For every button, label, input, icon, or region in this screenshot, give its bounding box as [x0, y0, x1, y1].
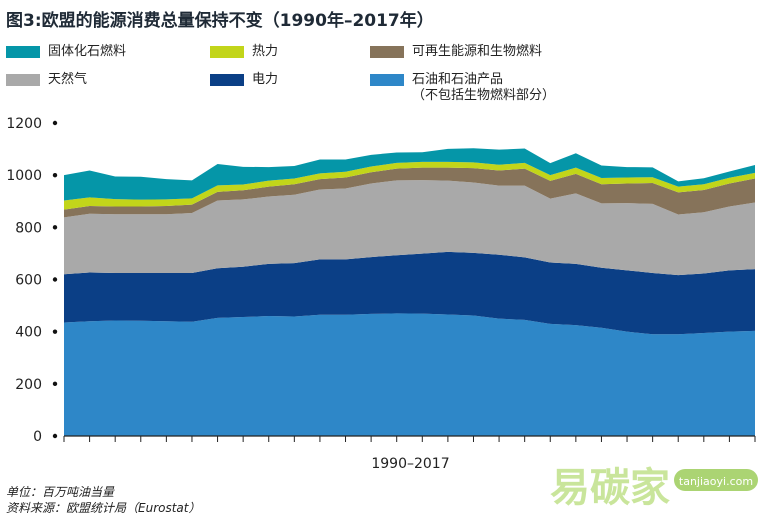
area-series-3 [64, 167, 755, 218]
legend-label: 电力 [252, 72, 279, 87]
y-tick-dot [52, 277, 58, 282]
legend-sublabel: （不包括生物燃料部分） [412, 88, 556, 103]
legend-swatch [370, 74, 404, 86]
legend-swatch [210, 74, 244, 86]
unit-note: 单位：百万吨油当量 [6, 485, 115, 499]
y-tick-dot [52, 381, 58, 387]
legend-item-electricity: 电力 [210, 72, 278, 88]
y-tick-dot [52, 329, 58, 334]
legend-item-solid-fossil: 固体化石燃料 [6, 44, 126, 60]
y-tick-dot [52, 120, 58, 126]
legend-label-group: 石油和石油产品 （不包括生物燃料部分） [412, 72, 555, 104]
area-series-group [64, 148, 755, 436]
legend-label: 可再生能源和生物燃料 [412, 44, 543, 59]
watermark-text: 易碳家 [550, 465, 670, 511]
y-tick-label: 200 [15, 377, 42, 393]
legend-swatch [210, 46, 244, 58]
watermark-badge-bg [674, 469, 758, 491]
y-tick-label: 400 [15, 325, 42, 341]
axes-group: 0 200 400 600 800 1000 1200 1990–2017 [6, 116, 756, 472]
legend-item-heat: 热力 [210, 44, 278, 60]
y-tick-label: 600 [15, 273, 42, 289]
chart-title: 图3:欧盟的能源消费总量保持不变（1990年–2017年） [6, 11, 434, 31]
y-tick-dot [52, 433, 58, 439]
legend-item-renewables: 可再生能源和生物燃料 [370, 44, 542, 60]
y-tick-dot [52, 225, 58, 230]
y-tick-label: 1200 [6, 116, 42, 132]
legend-item-natural-gas: 天然气 [6, 72, 87, 88]
area-series-4 [64, 161, 755, 210]
watermark-badge-text: tanjiaoyi.com [679, 475, 753, 488]
legend-item-oil: 石油和石油产品 （不包括生物燃料部分） [370, 72, 555, 104]
legend-label: 石油和石油产品 [412, 72, 504, 87]
legend-swatch [6, 74, 40, 86]
legend-label: 固体化石燃料 [48, 44, 127, 59]
area-series-2 [64, 180, 755, 276]
legend-label: 天然气 [48, 72, 88, 87]
legend-swatch [6, 46, 40, 58]
area-series-1 [64, 251, 755, 335]
area-series-0 [64, 313, 755, 436]
source-note: 资料来源：欧盟统计局（Eurostat） [6, 501, 201, 515]
y-tick-label: 800 [15, 220, 42, 236]
legend-label: 热力 [252, 44, 279, 59]
legend-swatch [370, 46, 404, 58]
area-series-5 [64, 148, 755, 201]
y-tick-label: 0 [33, 429, 42, 445]
y-tick-label: 1000 [6, 168, 42, 184]
x-axis-label: 1990–2017 [371, 456, 449, 472]
watermark-logo: 易碳家 tanjiaoyi.com [550, 465, 758, 511]
y-tick-dot [52, 172, 58, 178]
